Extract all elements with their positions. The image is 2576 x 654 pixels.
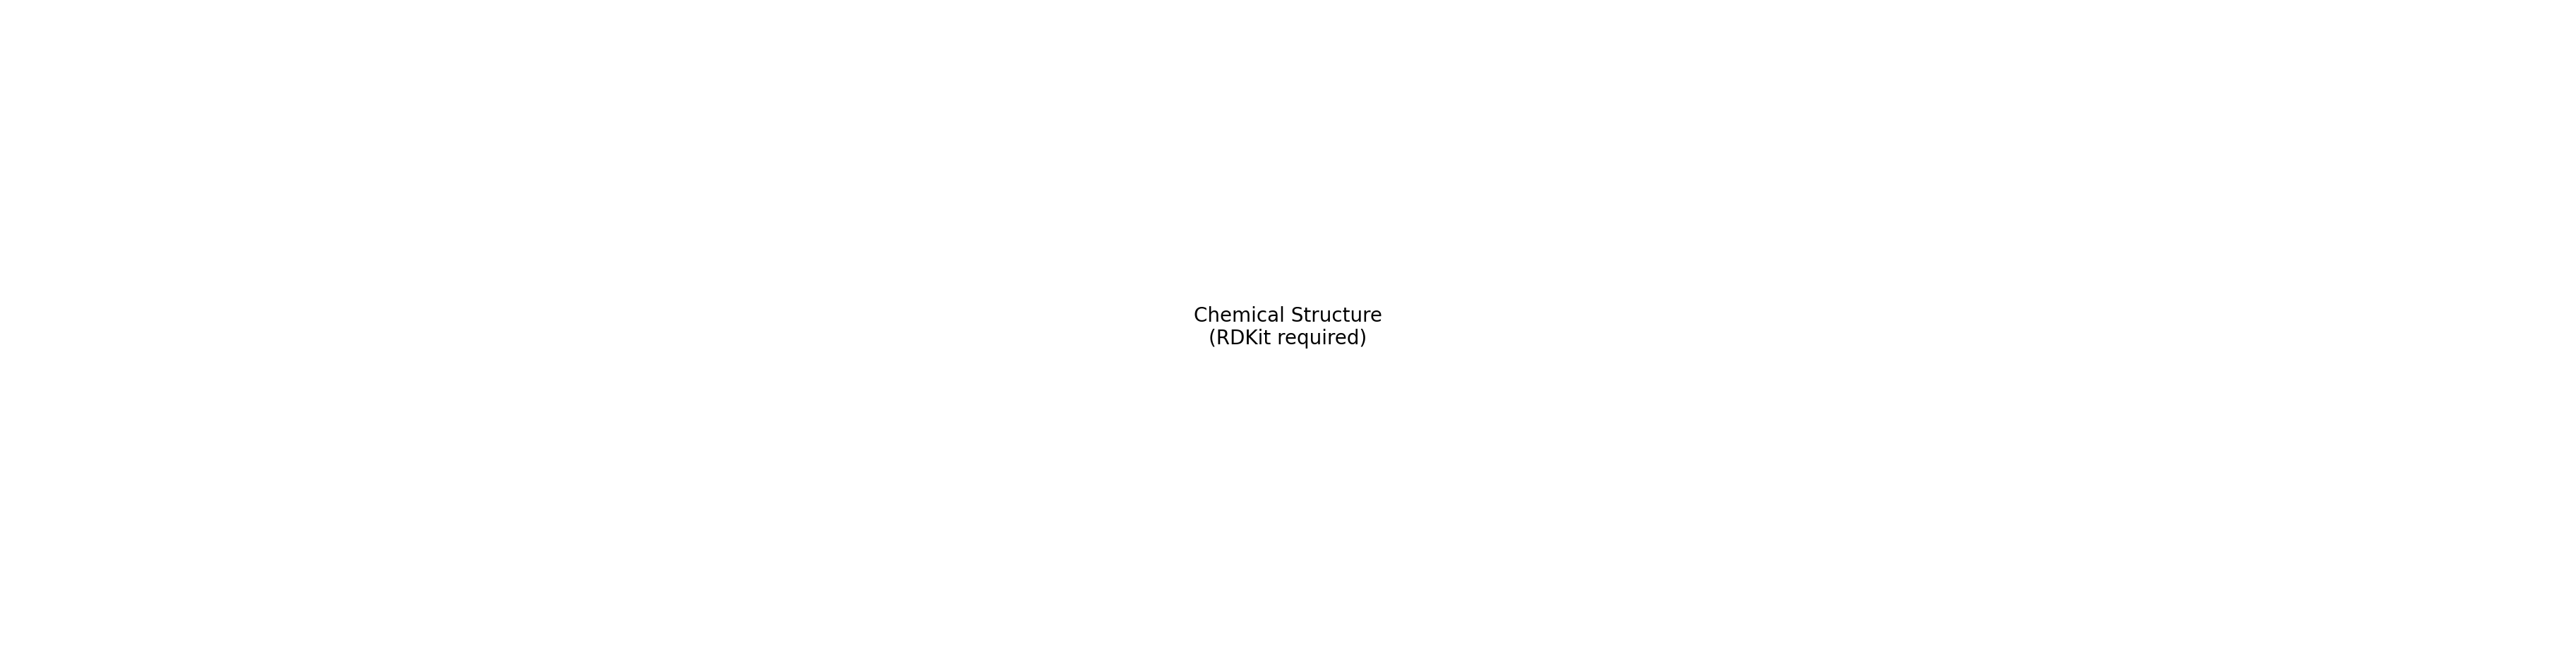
Text: Chemical Structure
(RDKit required): Chemical Structure (RDKit required) [1193,305,1383,349]
